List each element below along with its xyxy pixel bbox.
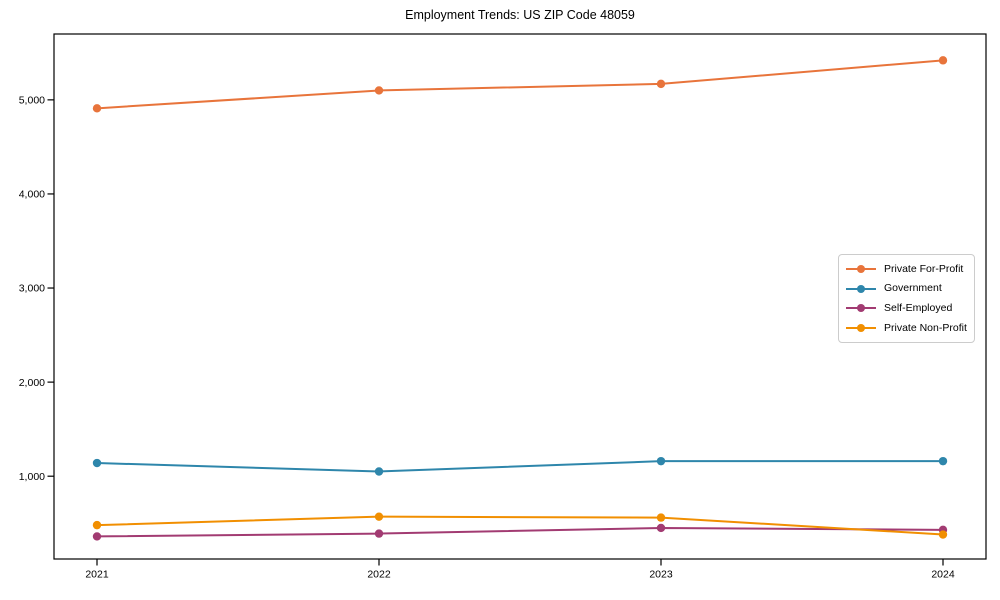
y-tick-label: 2,000 — [19, 377, 45, 389]
data-point — [656, 523, 666, 533]
legend-marker-government — [846, 284, 876, 294]
x-tick-label: 2021 — [85, 569, 109, 581]
legend-marker-self-employed — [846, 303, 876, 313]
y-tick-label: 3,000 — [19, 283, 45, 295]
data-point — [656, 456, 666, 466]
legend-marker-private-for-profit — [846, 264, 876, 274]
series-private-non-profit — [92, 512, 948, 539]
y-axis: 1,000 2,000 3,000 4,000 5,000 — [19, 95, 54, 483]
data-point — [938, 56, 948, 65]
y-tick-label: 4,000 — [19, 189, 45, 201]
data-point — [92, 520, 102, 530]
data-point — [656, 513, 666, 522]
legend-item-private-non-profit: Private Non-Profit — [846, 323, 967, 334]
data-point — [374, 467, 384, 476]
data-point — [92, 532, 102, 541]
x-axis: 2021 2022 2023 2024 — [85, 559, 955, 581]
legend-label-self-employed: Self-Employed — [884, 302, 953, 315]
data-point — [92, 458, 102, 468]
data-point — [374, 512, 384, 521]
legend-item-government: Government — [846, 283, 967, 294]
legend-item-self-employed: Self-Employed — [846, 303, 967, 314]
series-line — [96, 460, 943, 473]
chart-title: Employment Trends: US ZIP Code 48059 — [405, 8, 635, 22]
data-point — [92, 104, 102, 113]
legend-label-government: Government — [884, 282, 942, 295]
x-tick-label: 2023 — [649, 569, 673, 581]
series-private-for-profit — [92, 56, 948, 113]
series-line — [96, 59, 944, 110]
axes-frame — [53, 33, 987, 560]
legend-item-private-for-profit: Private For-Profit — [846, 264, 967, 275]
x-tick-label: 2022 — [367, 569, 391, 581]
y-tick-label: 1,000 — [19, 471, 45, 483]
y-tick-label: 5,000 — [19, 95, 45, 107]
data-point — [938, 456, 948, 466]
legend-marker-private-non-profit — [846, 323, 876, 333]
legend: Private For-Profit Government Self-Emplo… — [838, 254, 975, 343]
data-point — [374, 86, 384, 95]
legend-label-private-for-profit: Private For-Profit — [884, 262, 964, 275]
series-government — [92, 456, 948, 476]
x-tick-label: 2024 — [931, 569, 955, 581]
data-point — [374, 529, 384, 538]
series-line — [96, 526, 944, 538]
data-point — [938, 530, 948, 539]
series-line — [96, 515, 944, 536]
legend-label-private-non-profit: Private Non-Profit — [884, 321, 967, 334]
data-point — [656, 79, 666, 89]
